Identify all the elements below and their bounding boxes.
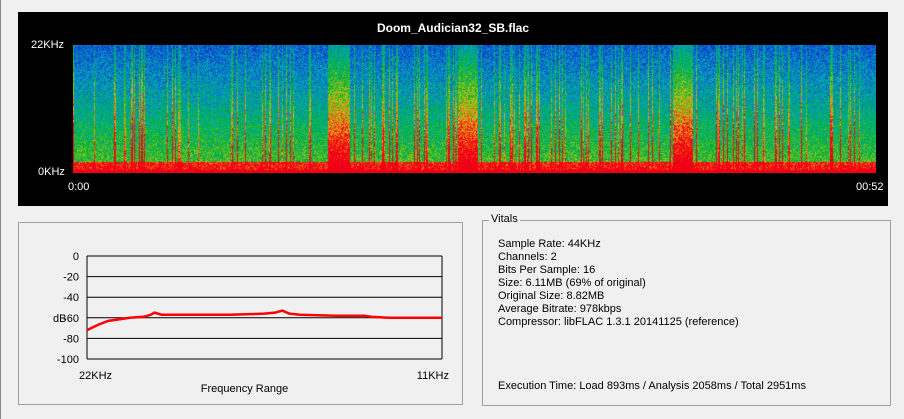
y-tick-label: -80: [63, 333, 79, 345]
y-tick-label: -20: [63, 272, 79, 284]
frequency-chart-box: 0 -20 -40 -60 -80 -100 dB 22KHz 11KHz Frequency R…: [18, 222, 463, 405]
vital-channels: Channels: 2: [498, 251, 557, 263]
vital-sample-rate: Sample Rate: 44KHz: [498, 238, 601, 250]
vitals-group: Vitals Sample Rate: 44KHz Channels: 2 Bi…: [482, 213, 891, 406]
vitals-legend: Vitals: [489, 213, 520, 225]
y-tick-label: -100: [57, 354, 79, 366]
freq-top-label: 22KHz: [31, 39, 65, 51]
series-line: [86, 309, 442, 332]
vital-compressor: Compressor: libFLAC 1.3.1 20141125 (refe…: [498, 316, 739, 328]
vital-bits: Bits Per Sample: 16: [498, 264, 596, 276]
x-axis-label: Frequency Range: [201, 383, 288, 395]
file-title: Doom_Audician32_SB.flac: [376, 21, 530, 35]
y-tick-label: -40: [63, 292, 79, 304]
y-axis-label: dB: [53, 313, 66, 325]
time-end-label: 00:52: [856, 181, 884, 193]
vital-bitrate: Average Bitrate: 978kbps: [498, 303, 622, 315]
freq-bottom-label: 0KHz: [38, 166, 65, 178]
y-tick-label: -60: [63, 313, 79, 325]
execution-time: Execution Time: Load 893ms / Analysis 20…: [498, 380, 806, 392]
vital-size: Size: 6.11MB (69% of original): [498, 277, 646, 289]
vital-original-size: Original Size: 8.82MB: [498, 290, 605, 302]
x-tick-label: 11KHz: [417, 370, 449, 382]
y-tick-label: 0: [73, 251, 79, 263]
spectrogram-image: [73, 45, 876, 173]
x-tick-label: 22KHz: [79, 370, 112, 382]
time-start-label: 0:00: [68, 181, 90, 193]
frequency-chart: 0 -20 -40 -60 -80 -100 dB 22KHz 11KHz Frequency R…: [53, 251, 449, 395]
spectrogram-panel: Doom_Audician32_SB.flac 22KHz 0KHz 0:00 …: [18, 12, 888, 206]
